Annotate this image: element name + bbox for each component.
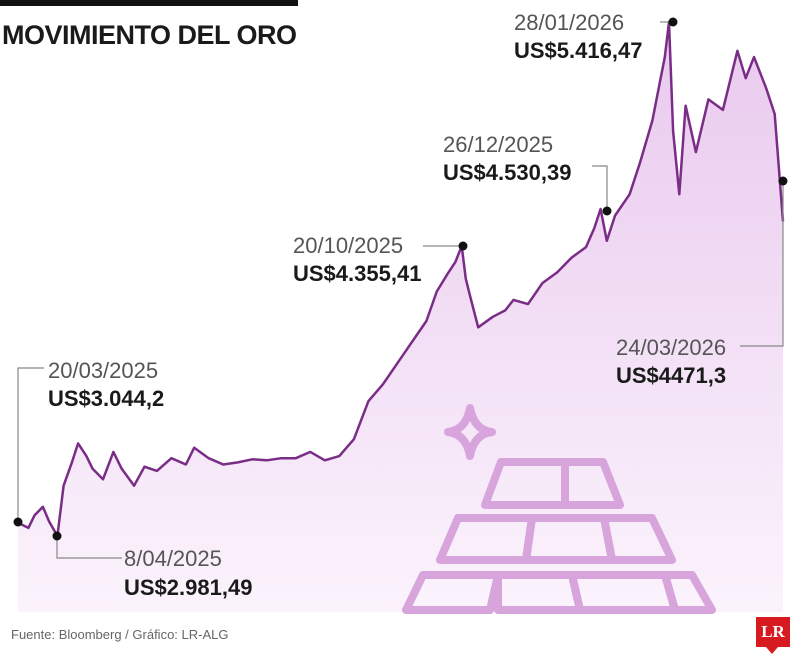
annotation-date: 24/03/2026 <box>616 335 726 360</box>
chart-title: MOVIMIENTO DEL ORO <box>2 20 297 50</box>
leader-line <box>17 367 44 522</box>
annotation-value: US$5.416,47 <box>514 38 642 63</box>
annotation-value: US$4.355,41 <box>293 261 421 286</box>
annotation-date: 28/01/2026 <box>514 10 624 35</box>
annotation-date: 26/12/2025 <box>443 132 553 157</box>
annotation-value: US$3.044,2 <box>48 386 164 411</box>
area-fill <box>18 22 783 612</box>
leader-line <box>740 181 784 347</box>
annotation-value: US$4471,3 <box>616 363 726 388</box>
annotation-date: 20/03/2025 <box>48 358 158 383</box>
lr-logo-tail <box>766 647 778 654</box>
annotation-value: US$2.981,49 <box>124 575 252 600</box>
top-rule <box>0 0 298 6</box>
point-2025-10-20 <box>458 241 468 251</box>
annotation-date: 8/04/2025 <box>124 546 222 571</box>
leader-line <box>592 165 608 211</box>
annotation-points <box>13 17 788 541</box>
point-2026-03-24 <box>778 176 788 186</box>
point-2025-12-26 <box>602 206 612 216</box>
leader-lines <box>17 21 784 559</box>
point-2026-01-28 <box>668 17 678 27</box>
leader-line <box>56 536 122 559</box>
source-note: Fuente: Bloomberg / Gráfico: LR-ALG <box>11 627 229 642</box>
annotation-value: US$4.530,39 <box>443 160 571 185</box>
lr-logo: LR <box>756 617 790 647</box>
annotation-date: 20/10/2025 <box>293 233 403 258</box>
gold-bars-icon <box>402 404 716 614</box>
sparkle-icon <box>444 404 496 460</box>
point-2025-03-20 <box>13 517 23 527</box>
point-2025-04-08 <box>52 531 62 541</box>
